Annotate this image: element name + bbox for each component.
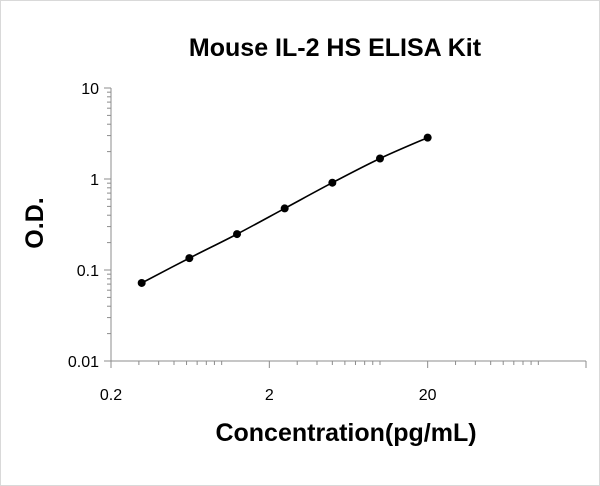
y-tick-label: 0.01 xyxy=(68,354,99,371)
chart-title: Mouse IL-2 HS ELISA Kit xyxy=(189,34,482,62)
y-tick-label: 0.1 xyxy=(77,263,99,280)
x-tick-label: 2 xyxy=(265,387,274,404)
data-point xyxy=(280,204,289,213)
data-point xyxy=(328,178,337,187)
axes: 0.01 0.1 1 10 0.2 2 20 xyxy=(68,81,587,404)
x-tick-label: 0.2 xyxy=(100,387,122,404)
x-tick-label: 20 xyxy=(419,387,437,404)
y-axis-label: O.D. xyxy=(21,197,49,248)
plot-area xyxy=(137,133,432,287)
x-axis-label: Concentration(pg/mL) xyxy=(215,419,476,447)
data-point xyxy=(233,230,242,239)
data-point xyxy=(376,154,385,163)
y-tick-label: 1 xyxy=(90,172,99,189)
data-point xyxy=(423,133,432,142)
data-point xyxy=(137,278,146,287)
y-tick-label: 10 xyxy=(81,81,99,98)
data-point xyxy=(185,254,194,263)
